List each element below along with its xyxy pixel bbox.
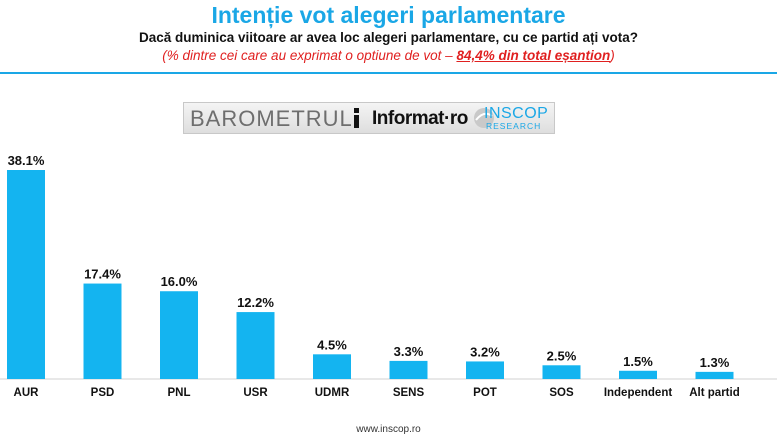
category-tick-label: PNL bbox=[168, 387, 191, 399]
barometru-label: BAROMETRUL bbox=[190, 106, 353, 131]
informat-logo-icon bbox=[354, 108, 359, 128]
inscop-logo-sub: RESEARCH bbox=[486, 121, 542, 131]
bar-value-label: 1.3% bbox=[700, 355, 730, 370]
bar-value-label: 12.2% bbox=[237, 295, 274, 310]
category-tick-label: SOS bbox=[549, 387, 574, 399]
bar-value-label: 17.4% bbox=[84, 267, 121, 282]
bar-value-label: 3.3% bbox=[394, 344, 424, 359]
inscop-logo-name: INSCOP bbox=[484, 105, 549, 122]
informat-logo: Informat·ro bbox=[372, 108, 468, 129]
bar-value-label: 16.0% bbox=[161, 274, 198, 289]
bar-independent bbox=[619, 370, 657, 379]
category-tick-label: USR bbox=[243, 387, 268, 399]
sample-note-emphasis: 84,4% din total eșantion bbox=[456, 48, 611, 63]
chart-title: Intenție vot alegeri parlamentare bbox=[211, 2, 566, 28]
barometer-banner: BAROMETRUL Informat·ro INSCOP RESEARCH bbox=[183, 102, 555, 134]
sample-note-suffix: ) bbox=[610, 48, 615, 63]
category-tick-label: POT bbox=[473, 387, 497, 399]
bar-value-label: 38.1% bbox=[8, 153, 45, 168]
bar-psd bbox=[83, 283, 122, 379]
bar-alt-partid bbox=[695, 371, 734, 379]
category-tick-label: SENS bbox=[393, 387, 425, 399]
inscop-logo-icon bbox=[474, 108, 494, 128]
bar-value-label: 3.2% bbox=[470, 344, 500, 359]
category-tick-label: Independent bbox=[604, 387, 673, 399]
bar-value-label: 2.5% bbox=[547, 348, 577, 363]
category-tick-label: UDMR bbox=[315, 387, 350, 399]
footer-url: www.inscop.ro bbox=[356, 424, 421, 435]
header-divider bbox=[0, 72, 777, 74]
bar-value-label: 4.5% bbox=[317, 337, 347, 352]
bar-sens bbox=[389, 360, 428, 379]
bar-aur bbox=[7, 170, 45, 379]
chart-subtitle: Dacă duminica viitoare ar avea loc alege… bbox=[139, 30, 638, 45]
category-tick-label: Alt partid bbox=[689, 387, 739, 399]
category-tick-label: PSD bbox=[91, 387, 115, 399]
sample-note: (% dintre cei care au exprimat o optiune… bbox=[0, 48, 777, 63]
bar-udmr bbox=[313, 354, 351, 379]
bar-sos bbox=[542, 365, 581, 379]
bar-value-label: 1.5% bbox=[623, 354, 653, 369]
bar-pot bbox=[466, 361, 504, 379]
bar-usr bbox=[236, 312, 275, 379]
bar-pnl bbox=[160, 291, 198, 379]
category-tick-label: AUR bbox=[14, 387, 40, 399]
sample-note-prefix: (% dintre cei care au exprimat o optiune… bbox=[162, 48, 457, 63]
